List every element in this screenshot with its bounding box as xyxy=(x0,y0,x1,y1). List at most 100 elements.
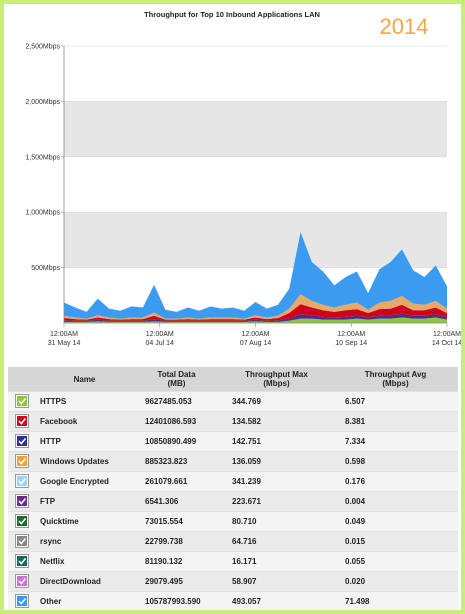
series-checkbox[interactable] xyxy=(15,413,29,428)
header-text: (MB) xyxy=(167,379,186,388)
name-cell: FTP xyxy=(36,491,133,512)
x-tick-label-line: 12:00AM xyxy=(50,331,78,338)
x-tick-label-line: 12:00AM xyxy=(337,331,365,338)
name-cell: Google Encrypted xyxy=(36,471,133,492)
grid-band xyxy=(64,212,447,268)
header-cell: Name xyxy=(36,367,133,392)
area xyxy=(64,317,447,323)
series-checkbox[interactable] xyxy=(15,453,29,468)
year-annotation: 2014 xyxy=(380,14,429,39)
header-cell: Throughput Max (Mbps) xyxy=(220,367,333,392)
value-cell: 0.055 xyxy=(333,551,458,572)
name-cell: Facebook xyxy=(36,411,133,432)
check-mark xyxy=(18,537,27,545)
grid-band xyxy=(64,101,447,157)
series-checkbox[interactable] xyxy=(15,433,29,448)
value-cell: 134.582 xyxy=(220,411,333,432)
series-checkbox[interactable] xyxy=(15,493,29,508)
checkbox-cell xyxy=(8,551,36,572)
value-cell: 0.004 xyxy=(333,491,458,512)
area xyxy=(64,313,447,322)
name-cell: Quicktime xyxy=(36,511,133,532)
value-cell: 261079.661 xyxy=(133,471,220,492)
value-cell: 29079.495 xyxy=(133,571,220,592)
check-mark xyxy=(18,477,27,485)
x-tick-label-line: 10 Sep 14 xyxy=(335,340,367,347)
table-body: HTTPS 9627485.053 344.769 6.507 Facebook 1240… xyxy=(8,391,458,610)
value-cell: 71.498 xyxy=(333,591,458,610)
chart: Throughput for Top 10 Inbound Applicatio… xyxy=(25,10,461,347)
series-checkbox[interactable] xyxy=(15,473,29,488)
value-cell: 0.598 xyxy=(333,451,458,472)
header-text: (Mbps) xyxy=(263,379,290,388)
value-cell: 493.057 xyxy=(220,591,333,610)
check-mark xyxy=(18,497,27,505)
value-cell: 136.059 xyxy=(220,451,333,472)
header-text: Throughput Max xyxy=(245,370,308,379)
check-mark xyxy=(18,437,27,445)
checkbox-cell xyxy=(8,491,36,512)
table-row: rsync 22799.738 64.716 0.015 xyxy=(8,531,458,552)
y-tick-label: 1,000Mbps xyxy=(25,210,60,217)
value-cell: 0.015 xyxy=(333,531,458,552)
value-cell: 73015.554 xyxy=(133,511,220,532)
table-row: HTTPS 9627485.053 344.769 6.507 xyxy=(8,391,458,412)
value-cell: 223.671 xyxy=(220,491,333,512)
header-text: (Mbps) xyxy=(382,379,409,388)
y-tick-label: 2,000Mbps xyxy=(25,99,60,106)
value-cell: 105787993.590 xyxy=(133,591,220,610)
x-tick-label-line: 04 Jul 14 xyxy=(146,340,175,347)
table-row: FTP 6541.306 223.671 0.004 xyxy=(8,491,458,512)
x-tick-label: 12:00AM 04 Jul 14 xyxy=(146,331,175,347)
value-cell: 12401086.593 xyxy=(133,411,220,432)
series-checkbox[interactable] xyxy=(15,513,29,528)
table-row: Facebook 12401086.593 134.582 8.381 xyxy=(8,411,458,432)
x-tick-label: 12:00AM 10 Sep 14 xyxy=(335,331,367,347)
checkbox-cell xyxy=(8,391,36,412)
checkbox-cell xyxy=(8,591,36,610)
table-row: Windows Updates 885323.823 136.059 0.598 xyxy=(8,451,458,472)
x-tick-label-line: 07 Aug 14 xyxy=(240,340,272,347)
x-tick-label: 12:00AM 31 May 14 xyxy=(48,331,81,347)
header-text: Name xyxy=(73,374,96,384)
check-mark xyxy=(18,417,27,425)
header-row: Name Total Data (MB) Throughput Max (Mbps) Th… xyxy=(8,367,458,392)
name-cell: Other xyxy=(36,591,133,610)
value-cell: 344.769 xyxy=(220,391,333,412)
series-checkbox[interactable] xyxy=(15,573,29,588)
x-tick-label: 12:00AM 14 Oct 14 xyxy=(432,331,461,347)
value-cell: 142.751 xyxy=(220,431,333,452)
x-tick-label-line: 14 Oct 14 xyxy=(432,340,461,347)
header-cell: Throughput Avg (Mbps) xyxy=(333,367,458,392)
checkbox-cell xyxy=(8,451,36,472)
value-cell: 58.907 xyxy=(220,571,333,592)
x-tick-label-line: 31 May 14 xyxy=(48,340,81,347)
header-text: Total Data xyxy=(157,370,196,379)
area xyxy=(64,232,447,319)
x-tick-label-line: 12:00AM xyxy=(433,331,461,338)
x-tick-label-line: 12:00AM xyxy=(146,331,174,338)
y-tick-label: 2,500Mbps xyxy=(25,44,60,51)
frame: Throughput for Top 10 Inbound Applicatio… xyxy=(4,4,461,610)
header-text: Throughput Avg xyxy=(364,370,427,379)
value-cell: 22799.738 xyxy=(133,531,220,552)
table-row: DirectDownload 29079.495 58.907 0.020 xyxy=(8,571,458,592)
series-checkbox[interactable] xyxy=(15,393,29,408)
value-cell: 80.710 xyxy=(220,511,333,532)
series-checkbox[interactable] xyxy=(15,593,29,608)
y-tick-label: 1,500Mbps xyxy=(25,154,60,161)
header-cell: Total Data (MB) xyxy=(133,367,220,392)
name-cell: Netflix xyxy=(36,551,133,572)
value-cell: 0.176 xyxy=(333,471,458,492)
y-tick-label: 500Mbps xyxy=(31,265,60,272)
series-checkbox[interactable] xyxy=(15,533,29,548)
grid xyxy=(64,45,447,268)
series-checkbox[interactable] xyxy=(15,553,29,568)
name-cell: DirectDownload xyxy=(36,571,133,592)
value-cell: 81190.132 xyxy=(133,551,220,572)
checkbox-cell xyxy=(8,411,36,432)
value-cell: 7.334 xyxy=(333,431,458,452)
name-cell: HTTPS xyxy=(36,391,133,412)
table-row: Netflix 81190.132 16.171 0.055 xyxy=(8,551,458,572)
check-mark xyxy=(18,557,27,565)
